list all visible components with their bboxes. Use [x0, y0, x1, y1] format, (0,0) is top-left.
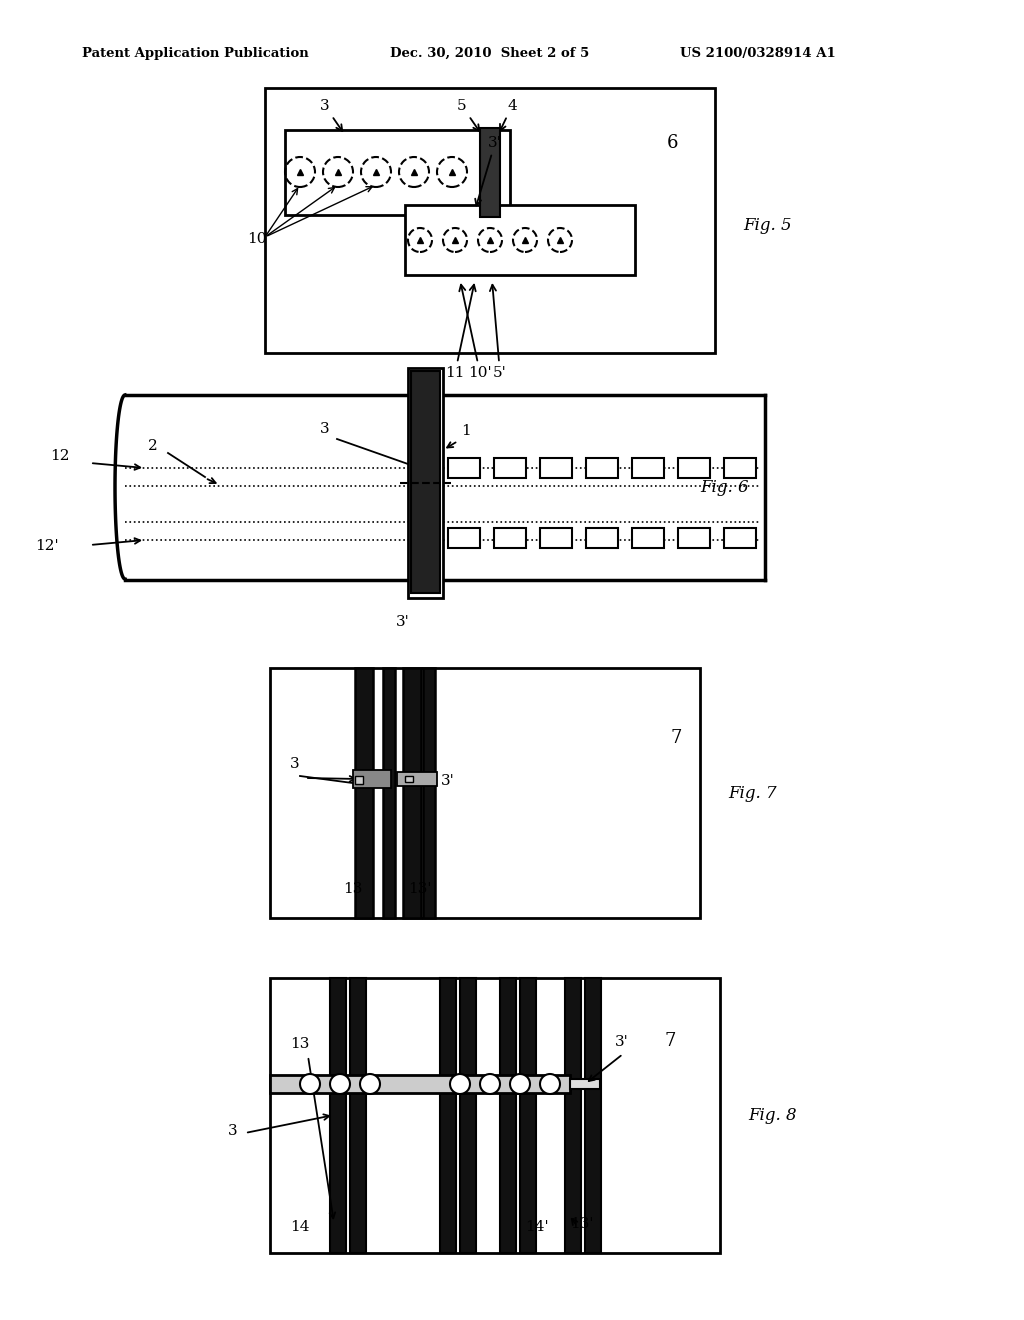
Bar: [449, 528, 480, 548]
Circle shape: [510, 1074, 530, 1094]
Text: 14: 14: [290, 1220, 309, 1234]
Text: 2: 2: [148, 440, 158, 453]
Circle shape: [540, 1074, 560, 1094]
Text: 3: 3: [319, 422, 330, 436]
Bar: [285, 129, 510, 215]
Bar: [500, 978, 516, 1253]
Bar: [724, 528, 756, 548]
Bar: [403, 668, 421, 917]
Text: Fig. 6: Fig. 6: [700, 479, 749, 496]
Bar: [350, 978, 366, 1253]
Bar: [449, 458, 480, 478]
Text: 7: 7: [665, 1032, 677, 1049]
Bar: [494, 458, 526, 478]
Circle shape: [330, 1074, 350, 1094]
Text: 14': 14': [525, 1220, 549, 1234]
Bar: [355, 668, 373, 917]
Text: 13: 13: [290, 1038, 309, 1051]
Text: 13': 13': [570, 1217, 594, 1232]
Text: 12: 12: [50, 449, 70, 463]
Bar: [330, 978, 346, 1253]
Text: 11: 11: [445, 285, 476, 380]
Text: 3': 3': [441, 774, 455, 788]
Bar: [678, 458, 710, 478]
Bar: [265, 88, 715, 352]
Bar: [565, 978, 581, 1253]
Text: 3': 3': [396, 615, 410, 630]
Bar: [406, 205, 635, 275]
Text: Fig. 5: Fig. 5: [743, 216, 792, 234]
Bar: [411, 371, 440, 593]
Text: 3': 3': [475, 136, 502, 206]
Text: Dec. 30, 2010  Sheet 2 of 5: Dec. 30, 2010 Sheet 2 of 5: [390, 46, 589, 59]
Bar: [586, 458, 618, 478]
Bar: [632, 458, 664, 478]
Bar: [353, 770, 391, 788]
Circle shape: [450, 1074, 470, 1094]
Circle shape: [360, 1074, 380, 1094]
Bar: [383, 668, 395, 917]
Text: 5': 5': [489, 285, 507, 380]
Text: Patent Application Publication: Patent Application Publication: [82, 46, 309, 59]
Bar: [540, 458, 572, 478]
Bar: [423, 668, 435, 917]
Bar: [270, 1074, 570, 1093]
Bar: [270, 668, 700, 917]
Bar: [585, 978, 601, 1253]
Text: 7: 7: [670, 729, 681, 747]
Circle shape: [480, 1074, 500, 1094]
Bar: [406, 776, 413, 781]
Text: 4: 4: [500, 99, 517, 131]
Bar: [440, 978, 456, 1253]
Text: 13': 13': [408, 882, 431, 896]
Bar: [460, 978, 476, 1253]
Bar: [520, 978, 536, 1253]
Bar: [480, 128, 500, 216]
Bar: [678, 528, 710, 548]
Text: Fig. 7: Fig. 7: [728, 785, 776, 803]
Circle shape: [300, 1074, 319, 1094]
Text: 1: 1: [461, 424, 471, 438]
Text: 6: 6: [667, 135, 679, 152]
Text: 3: 3: [321, 99, 342, 131]
Bar: [494, 528, 526, 548]
Text: US 2100/0328914 A1: US 2100/0328914 A1: [680, 46, 836, 59]
Text: 3: 3: [228, 1125, 238, 1138]
Bar: [570, 1078, 600, 1089]
Bar: [632, 528, 664, 548]
Text: 3': 3': [615, 1035, 629, 1049]
Bar: [408, 368, 443, 598]
Bar: [270, 978, 720, 1253]
Text: 12': 12': [35, 539, 58, 553]
Text: Fig. 8: Fig. 8: [748, 1107, 797, 1125]
Bar: [586, 528, 618, 548]
Bar: [397, 772, 437, 785]
Text: 3: 3: [290, 756, 300, 771]
Bar: [540, 528, 572, 548]
Text: 13: 13: [343, 882, 362, 896]
Bar: [355, 776, 362, 784]
Text: 10': 10': [460, 285, 492, 380]
Text: 10: 10: [247, 232, 266, 246]
Text: 5: 5: [457, 99, 479, 131]
Bar: [724, 458, 756, 478]
